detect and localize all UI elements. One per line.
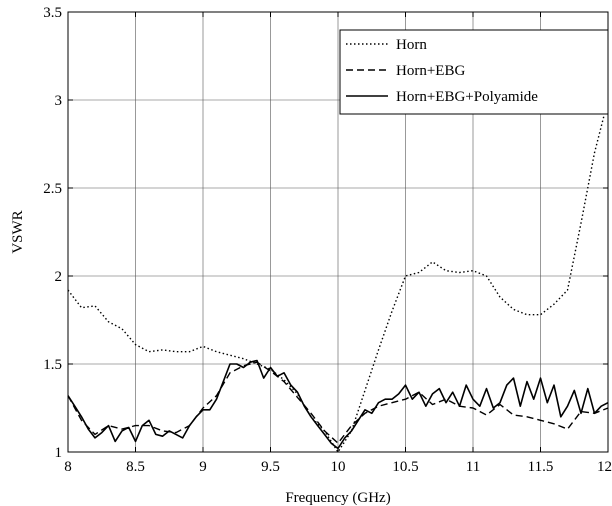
y-axis-label: VSWR (10, 210, 26, 253)
series-line-1 (67, 99, 609, 453)
y-tick-label: 3.5 (43, 5, 62, 21)
x-tick-label: 8.5 (126, 459, 145, 475)
y-tick-label: 1 (55, 445, 63, 461)
x-tick-label: 9.5 (261, 459, 280, 475)
legend-label: Horn (396, 37, 427, 53)
y-tick-label: 2.5 (43, 181, 62, 197)
x-tick-label: 10.5 (392, 459, 418, 475)
y-tick-label: 1.5 (43, 357, 62, 373)
x-tick-label: 10 (331, 459, 346, 475)
legend-label: Horn+EBG+Polyamide (396, 89, 538, 105)
x-axis-label: Frequency (GHz) (285, 490, 390, 506)
legend-box (339, 29, 609, 115)
x-tick-label: 11.5 (528, 459, 554, 475)
x-tick-label: 9 (199, 459, 207, 475)
x-tick-label: 11 (466, 459, 480, 475)
series-line-2 (67, 361, 609, 444)
legend-label: Horn+EBG (396, 63, 465, 79)
x-tick-label: 12 (597, 459, 612, 475)
y-tick-label: 3 (55, 93, 63, 109)
y-tick-label: 2 (55, 269, 63, 285)
x-tick-label: 8 (64, 459, 72, 475)
legend: Horn Horn+EBG Horn+EBG+Polyamide (339, 29, 609, 115)
